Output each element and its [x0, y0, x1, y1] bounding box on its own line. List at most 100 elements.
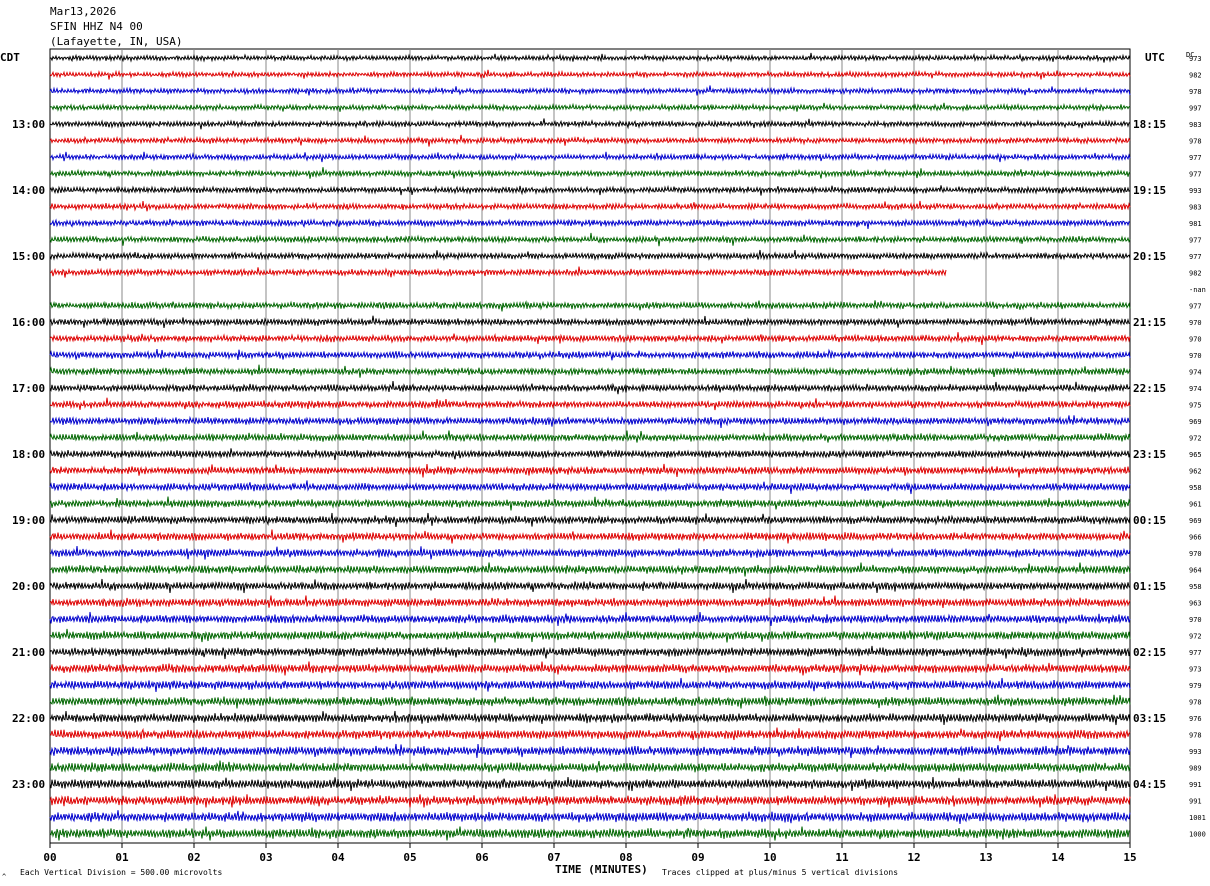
x-tick-label: 02 [187, 851, 200, 864]
dc-offset-value: 972 [1189, 435, 1202, 443]
trace-line [49, 463, 1131, 478]
utc-hour-label: 01:15 [1133, 580, 1166, 593]
trace-line [49, 694, 1131, 709]
trace-line [49, 332, 1131, 346]
x-tick-label: 03 [259, 851, 272, 864]
trace-line [49, 595, 1131, 608]
trace-line [49, 512, 1131, 527]
trace-line [49, 645, 1131, 660]
trace-line [49, 710, 1131, 726]
trace-line [49, 315, 1130, 328]
dc-offset-value: 1000 [1189, 831, 1206, 839]
dc-offset-value: 975 [1189, 402, 1202, 410]
left-timezone-label: CDT [0, 51, 20, 64]
cdt-hour-label: 16:00 [12, 316, 45, 329]
station-location: (Lafayette, IN, USA) [50, 35, 183, 48]
trace-line [49, 545, 1131, 560]
station-code: SFIN HHZ N4 00 [50, 20, 143, 33]
x-tick-label: 12 [907, 851, 920, 864]
plot-date: Mar13,2026 [50, 5, 117, 18]
dc-offset-value: 974 [1189, 385, 1202, 393]
dc-offset-value: 973 [1189, 55, 1202, 63]
cdt-hour-label: 23:00 [12, 778, 45, 791]
cdt-hour-label: 21:00 [12, 646, 45, 659]
trace-line [49, 167, 1131, 179]
trace-line [49, 217, 1131, 229]
trace-line [49, 118, 1131, 130]
dc-offset-value: 991 [1189, 798, 1202, 806]
cdt-hour-label: 13:00 [12, 118, 45, 131]
dc-offset-value: 981 [1189, 220, 1202, 228]
x-tick-label: 06 [475, 851, 489, 864]
utc-hour-label: 22:15 [1133, 382, 1166, 395]
trace-line [49, 496, 1131, 511]
trace-line [49, 743, 1131, 759]
x-tick-label: 09 [691, 851, 704, 864]
right-timezone-label: UTC [1145, 51, 1165, 64]
dc-offset-value: 958 [1189, 484, 1202, 492]
trace-line [49, 415, 1131, 429]
x-tick-label: 08 [619, 851, 632, 864]
dc-offset-value: 977 [1189, 154, 1202, 162]
trace-line [49, 85, 1131, 96]
trace-line [49, 134, 1131, 147]
dc-offset-value: 989 [1189, 765, 1202, 773]
cdt-hour-label: 15:00 [12, 250, 45, 263]
dc-offset-value: 961 [1189, 501, 1202, 509]
dc-offset-value: 977 [1189, 303, 1202, 311]
plot-frame [49, 48, 1131, 844]
cdt-hour-label: 22:00 [12, 712, 45, 725]
x-tick-label: 07 [547, 851, 560, 864]
trace-line [49, 430, 1131, 443]
x-tick-label: 04 [331, 851, 345, 864]
utc-hour-label: 19:15 [1133, 184, 1166, 197]
x-tick-label: 10 [763, 851, 776, 864]
trace-line [49, 826, 1131, 841]
dc-offset-value: 979 [1189, 682, 1202, 690]
dc-offset-value: 970 [1189, 319, 1202, 327]
dc-offset-value: 993 [1189, 187, 1202, 195]
dc-offset-value: 982 [1189, 72, 1202, 80]
dc-offset-value: 978 [1189, 88, 1202, 96]
utc-hour-label: 20:15 [1133, 250, 1166, 263]
trace-line [49, 102, 1131, 113]
x-tick-label: 11 [835, 851, 849, 864]
utc-hour-label: 00:15 [1133, 514, 1166, 527]
trace-line [49, 151, 1131, 163]
clip-note: Traces clipped at plus/minus 5 vertical … [662, 868, 898, 877]
dc-offset-value: 970 [1189, 336, 1202, 344]
dc-offset-value: 977 [1189, 253, 1202, 261]
cdt-hour-label: 18:00 [12, 448, 45, 461]
dc-offset-value: 966 [1189, 534, 1202, 542]
dc-header-label: DC [1186, 51, 1194, 59]
x-tick-label: 14 [1051, 851, 1065, 864]
trace-line [49, 364, 1131, 378]
trace-line [49, 232, 1131, 247]
dc-offset-value: 962 [1189, 468, 1202, 476]
trace-line [49, 184, 1131, 196]
trace-line [49, 760, 1131, 774]
scale-note: Each Vertical Division = 500.00 microvol… [20, 868, 222, 877]
utc-hour-label: 03:15 [1133, 712, 1166, 725]
trace-line [49, 794, 1131, 808]
cdt-hour-label: 14:00 [12, 184, 45, 197]
corner-mark-icon: ^ [2, 873, 6, 881]
dc-offset-value: 973 [1189, 666, 1202, 674]
dc-offset-value: 991 [1189, 781, 1202, 789]
dc-offset-value: -nan [1189, 286, 1206, 294]
dc-offset-value: 974 [1189, 369, 1202, 377]
x-tick-label: 15 [1123, 851, 1136, 864]
dc-offset-value: 983 [1189, 121, 1202, 129]
dc-offset-value: 963 [1189, 600, 1202, 608]
trace-line [49, 300, 1131, 312]
dc-offset-value: 1001 [1189, 814, 1206, 822]
dc-offset-value: 977 [1189, 649, 1202, 657]
dc-offset-value: 970 [1189, 550, 1202, 558]
dc-offset-value: 977 [1189, 171, 1202, 179]
trace-line [49, 69, 1131, 80]
trace-line [49, 562, 1131, 577]
trace-line [49, 266, 947, 278]
utc-hour-label: 02:15 [1133, 646, 1166, 659]
utc-hour-label: 23:15 [1133, 448, 1166, 461]
dc-offset-value: 965 [1189, 451, 1202, 459]
